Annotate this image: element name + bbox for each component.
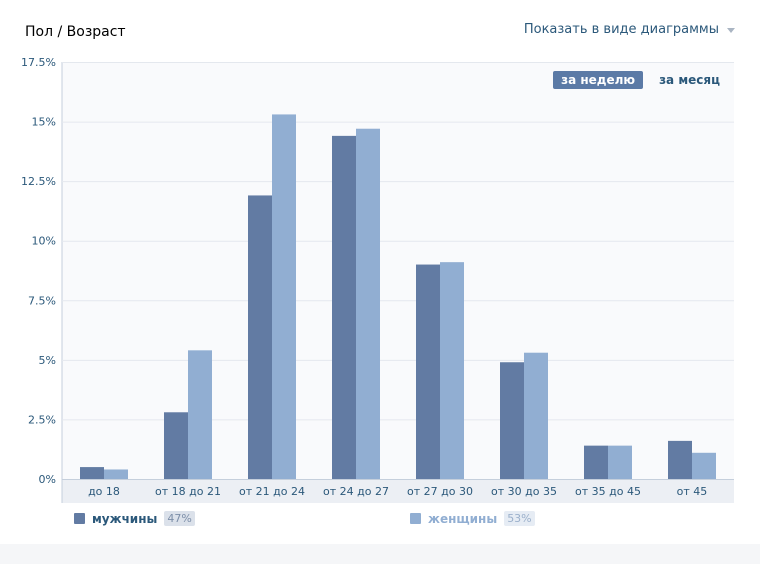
week-button[interactable]: за неделю [553, 71, 644, 89]
x-axis-labels: до 18 от 18 до 21 от 21 до 24 от 24 до 27 от… [88, 485, 707, 498]
gridlines [62, 62, 734, 480]
bar-women[interactable] [356, 128, 380, 479]
plot-background [62, 62, 734, 479]
period-switch: за неделю за месяц [553, 71, 728, 89]
view-toggle-label: Показать в виде диаграммы [523, 22, 719, 37]
bar-men[interactable] [668, 440, 692, 479]
bar-men[interactable] [164, 412, 188, 479]
x-axis-band [62, 479, 734, 503]
legend-swatch-women [410, 513, 421, 524]
y-tick-label: 17.5% [21, 56, 56, 69]
bar-women[interactable] [692, 452, 716, 479]
y-tick-label: 0% [39, 473, 56, 486]
legend-swatch-men [74, 513, 85, 524]
x-tick-label: от 27 до 30 [407, 485, 473, 498]
x-tick-label: от 30 до 35 [491, 485, 557, 498]
bar-men[interactable] [332, 135, 356, 479]
bar-men[interactable] [80, 467, 104, 479]
y-tick-label: 2.5% [28, 413, 56, 426]
bar-women[interactable] [608, 445, 632, 479]
bar-men[interactable] [500, 362, 524, 479]
bar-women[interactable] [272, 114, 296, 480]
bar-women[interactable] [524, 352, 548, 479]
y-tick-label: 12.5% [21, 175, 56, 188]
footer-band [0, 544, 760, 564]
plot-area [61, 62, 734, 503]
x-tick-label: до 18 [88, 485, 120, 498]
page-title: Пол / Возраст [25, 24, 126, 40]
legend-label-men: мужчины [92, 511, 158, 526]
month-button[interactable]: за месяц [659, 73, 720, 87]
bar-women[interactable] [440, 262, 464, 479]
y-tick-label: 7.5% [28, 294, 56, 307]
y-tick-label: 5% [39, 354, 56, 367]
show-as-diagram-toggle[interactable]: Показать в виде диаграммы [524, 22, 735, 37]
bar-men[interactable] [584, 445, 608, 479]
bar-men[interactable] [416, 264, 440, 479]
bar-women[interactable] [188, 350, 212, 479]
y-tick-label: 10% [32, 235, 56, 248]
bar-men[interactable] [248, 195, 272, 479]
x-tick-label: от 24 до 27 [323, 485, 389, 498]
bars [80, 114, 716, 480]
legend: мужчины 47% женщины 53% [74, 511, 754, 531]
legend-percent-women: 53% [504, 511, 535, 526]
bar-women[interactable] [104, 469, 128, 479]
x-tick-label: от 21 до 24 [239, 485, 305, 498]
legend-item-women[interactable]: женщины 53% [410, 511, 535, 526]
y-axis-labels: 0% 2.5% 5% 7.5% 10% 12.5% 15% 17.5% [21, 56, 56, 486]
y-tick-label: 15% [32, 116, 56, 129]
age-gender-bar-chart: 0% 2.5% 5% 7.5% 10% 12.5% 15% 17.5% до 18 от 18 … [21, 56, 734, 503]
legend-label-women: женщины [428, 511, 498, 526]
legend-percent-men: 47% [164, 511, 195, 526]
x-tick-label: от 18 до 21 [155, 485, 221, 498]
x-tick-label: от 45 [677, 485, 708, 498]
x-tick-label: от 35 до 45 [575, 485, 641, 498]
chevron-down-icon [727, 28, 735, 33]
legend-item-men[interactable]: мужчины 47% [74, 511, 195, 526]
